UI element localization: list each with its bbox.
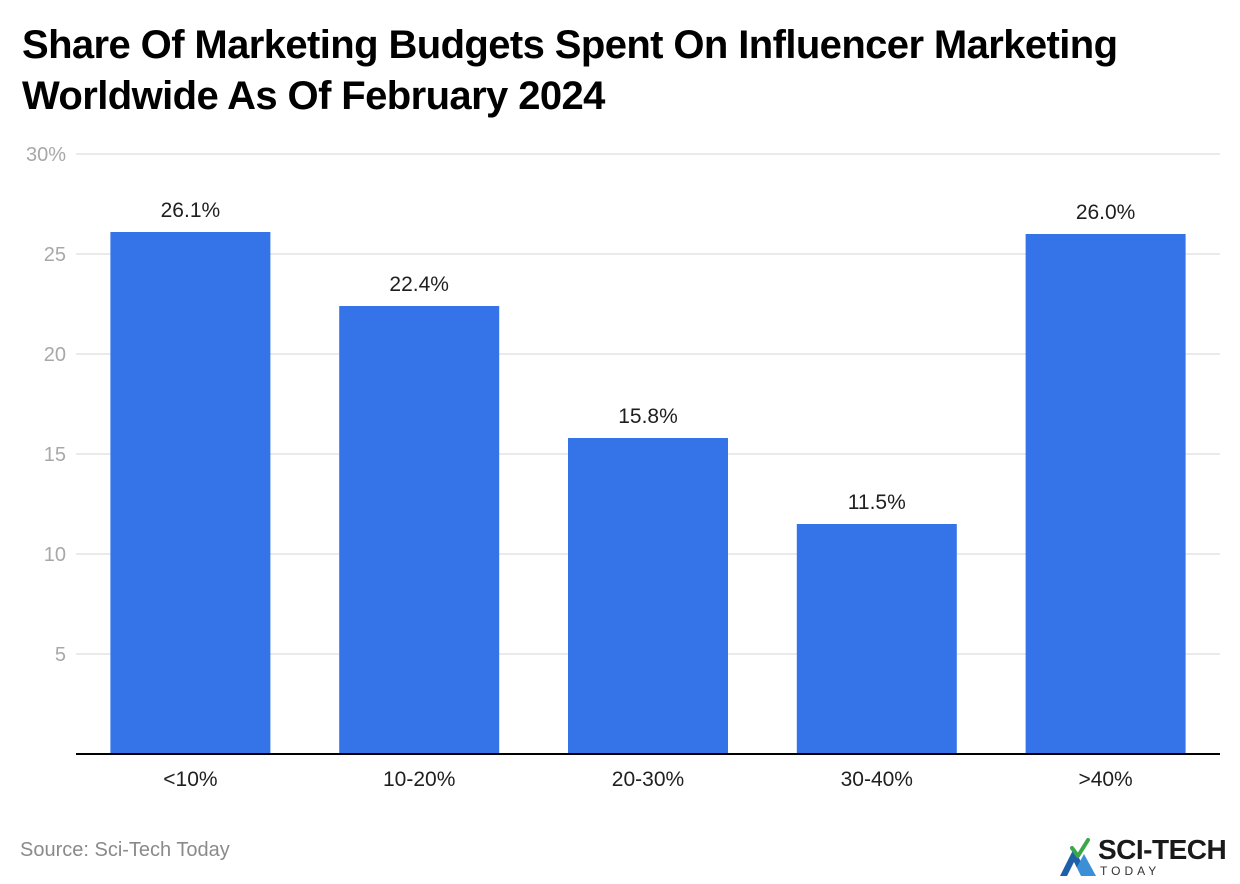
data-label: 26.1% [161,199,221,222]
data-label: 26.0% [1076,201,1136,224]
x-tick-label: 10-20% [383,768,455,791]
x-tick-label: 30-40% [841,768,913,791]
data-label: 11.5% [848,491,906,514]
data-label: 22.4% [389,273,449,296]
y-tick-label: 25 [44,244,66,266]
y-tick-label: 15 [44,444,66,466]
logo-brand-text: SCI-TECH [1098,834,1227,865]
x-tick-label: <10% [163,768,217,791]
y-tick-label: 20 [44,344,66,366]
sci-tech-today-logo: SCI-TECH TODAY [1058,832,1234,882]
bar [1025,234,1186,754]
bar-chart: 5 10 15 20 25 30% 26.1% <10% 22.4% 10-20% 15.8% 20-… [26,144,1220,791]
logo-sub-text: TODAY [1100,864,1161,878]
bar [339,306,500,754]
source-note: Source: Sci-Tech Today [20,839,230,861]
bar [796,524,957,754]
x-tick-label: >40% [1078,768,1132,791]
bar [568,438,728,754]
chart-title-line-1: Share Of Marketing Budgets Spent On Infl… [22,23,1118,67]
y-tick-label: 10 [44,544,66,566]
bar [110,232,271,754]
x-tick-label: 20-30% [612,768,684,791]
chart-title-line-2: Worldwide As Of February 2024 [22,74,605,118]
data-label: 15.8% [618,405,678,428]
mountain-check-logo-icon [1060,838,1096,876]
y-tick-label: 30% [26,144,66,166]
chart-title: Share Of Marketing Budgets Spent On Infl… [22,20,1222,122]
y-tick-label: 5 [55,644,66,666]
